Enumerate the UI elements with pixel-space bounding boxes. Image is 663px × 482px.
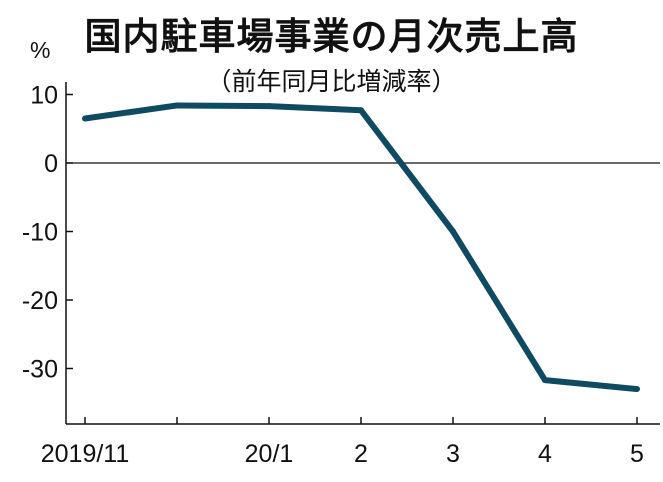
chart-title: 国内駐車場事業の月次売上高 bbox=[84, 15, 579, 58]
y-tick-label-2: -10 bbox=[22, 219, 58, 247]
x-tick-label-3: 2 bbox=[354, 440, 368, 468]
data-point-0-6 bbox=[634, 386, 640, 393]
y-tick-label-4: -30 bbox=[22, 356, 58, 384]
x-tick-label-6: 5 bbox=[630, 440, 644, 468]
series-line-0 bbox=[84, 102, 638, 393]
x-tick-label-2: 20/1 bbox=[245, 440, 294, 468]
y-tick-label-1: 0 bbox=[44, 150, 58, 178]
data-point-0-0 bbox=[82, 115, 88, 122]
x-tick-label-0: 2019/11 bbox=[41, 440, 130, 468]
y-tick-label-3: -20 bbox=[22, 287, 58, 315]
data-point-0-4 bbox=[450, 228, 456, 235]
data-point-0-1 bbox=[174, 102, 180, 109]
x-tick-label-4: 3 bbox=[446, 440, 460, 468]
data-point-0-2 bbox=[266, 103, 272, 110]
data-point-0-5 bbox=[542, 377, 548, 384]
data-point-0-3 bbox=[358, 107, 364, 114]
y-tick-label-0: 10 bbox=[30, 82, 58, 110]
y-axis-unit: % bbox=[30, 37, 50, 63]
chart-subtitle: （前年同月比増減率） bbox=[206, 67, 457, 96]
x-tick-label-5: 4 bbox=[538, 440, 552, 468]
